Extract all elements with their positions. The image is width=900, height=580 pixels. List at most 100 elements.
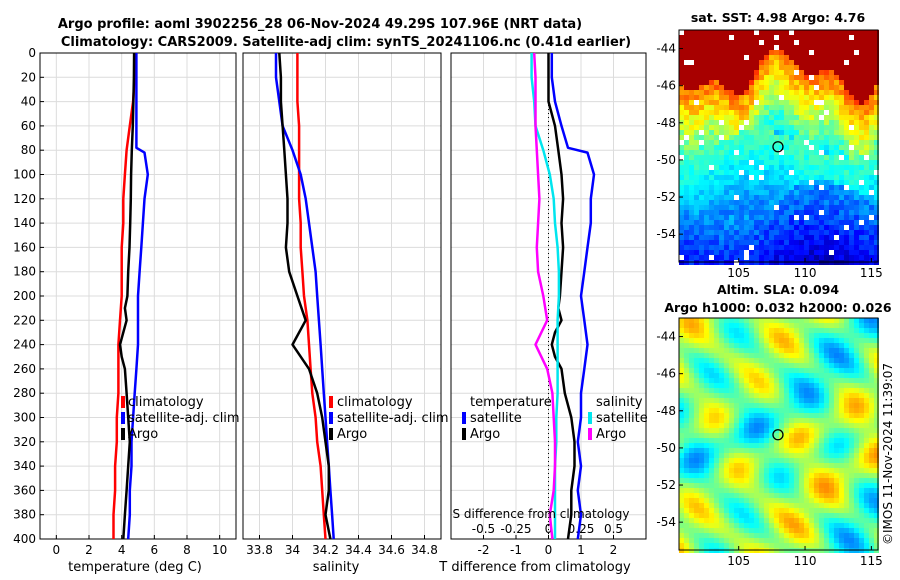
sst-cell (794, 225, 799, 230)
sla-cell (709, 448, 714, 453)
sla-cell (849, 408, 854, 413)
sst-cell (854, 235, 859, 240)
sla-cell (799, 483, 804, 488)
sst-cell (794, 80, 799, 85)
sst-cell (779, 150, 784, 155)
sst-cell (699, 210, 704, 215)
sla-cell (749, 433, 754, 438)
sla-cell (834, 508, 839, 513)
sst-cell (719, 160, 724, 165)
sst-cell (759, 45, 764, 50)
sla-cell (774, 438, 779, 443)
sla-cell (789, 328, 794, 333)
argo-position-marker (772, 429, 784, 441)
sla-cell (794, 523, 799, 528)
sst-cell (764, 145, 769, 150)
sst-cell (844, 230, 849, 235)
sst-cell (689, 135, 694, 140)
sla-map-title-line2: Argo h1000: 0.032 h2000: 0.026 (664, 300, 892, 315)
sla-cell (704, 533, 709, 538)
sst-cell (824, 255, 829, 260)
sla-cell (859, 438, 864, 443)
sst-cell (794, 100, 799, 105)
sst-cell (869, 235, 874, 240)
sla-cell (814, 438, 819, 443)
sla-cell (709, 498, 714, 503)
sla-cell (839, 508, 844, 513)
sla-cell (769, 343, 774, 348)
sla-cell (729, 328, 734, 333)
sst-cell (724, 120, 729, 125)
sst-cell (789, 135, 794, 140)
sst-cell (684, 140, 689, 145)
sla-cell (684, 518, 689, 523)
sst-cell (739, 65, 744, 70)
sst-cell (834, 65, 839, 70)
sla-cell (699, 383, 704, 388)
sla-cell (734, 343, 739, 348)
sla-cell (804, 543, 809, 548)
sla-cell (809, 353, 814, 358)
sla-cell (844, 528, 849, 533)
sla-cell (759, 413, 764, 418)
sst-cell (719, 130, 724, 135)
sst-cell (724, 220, 729, 225)
sst-cell (869, 105, 874, 110)
sla-cell (859, 428, 864, 433)
sst-cell (829, 210, 834, 215)
sla-cell (699, 463, 704, 468)
sla-cell (859, 328, 864, 333)
sla-cell (794, 438, 799, 443)
sla-cell (769, 358, 774, 363)
sla-cell (694, 493, 699, 498)
sst-cell (734, 110, 739, 115)
sst-cell (819, 230, 824, 235)
sst-cell (709, 120, 714, 125)
sst-cell (724, 60, 729, 65)
sst-cell (864, 215, 869, 220)
sst-cell (839, 250, 844, 255)
sla-cell (749, 418, 754, 423)
sla-cell (779, 503, 784, 508)
sla-cell (719, 428, 724, 433)
legend-label-satellite: satellite-adj. clim (337, 411, 449, 426)
sla-cell (809, 483, 814, 488)
sla-cell (744, 388, 749, 393)
sst-cell (739, 115, 744, 120)
sst-cell (704, 50, 709, 55)
sla-cell (819, 523, 824, 528)
sst-cell (829, 145, 834, 150)
sla-cell (709, 513, 714, 518)
sst-cell (804, 180, 809, 185)
sla-cell (754, 383, 759, 388)
sla-cell (704, 493, 709, 498)
sst-cell (739, 135, 744, 140)
sst-cell (749, 150, 754, 155)
sst-cell (689, 165, 694, 170)
sla-cell (864, 343, 869, 348)
sst-cell (839, 70, 844, 75)
sla-cell (724, 463, 729, 468)
sla-cell (804, 538, 809, 543)
sla-cell (804, 348, 809, 353)
sst-cell (864, 185, 869, 190)
sla-cell (864, 388, 869, 393)
sla-cell (749, 428, 754, 433)
sla-cell (764, 348, 769, 353)
sst-cell (684, 220, 689, 225)
sst-cell (749, 70, 754, 75)
sst-cell (819, 35, 824, 40)
sla-cell (854, 513, 859, 518)
sst-cell (779, 75, 784, 80)
sla-cell (729, 463, 734, 468)
sst-cell (699, 215, 704, 220)
sla-cell (709, 358, 714, 363)
y-tick-label: 280 (13, 386, 36, 400)
sla-cell (774, 318, 779, 323)
sla-cell (744, 528, 749, 533)
sst-cell (839, 160, 844, 165)
sst-cell (689, 130, 694, 135)
sst-cell (769, 40, 774, 45)
sla-cell (769, 363, 774, 368)
sla-cell (744, 478, 749, 483)
